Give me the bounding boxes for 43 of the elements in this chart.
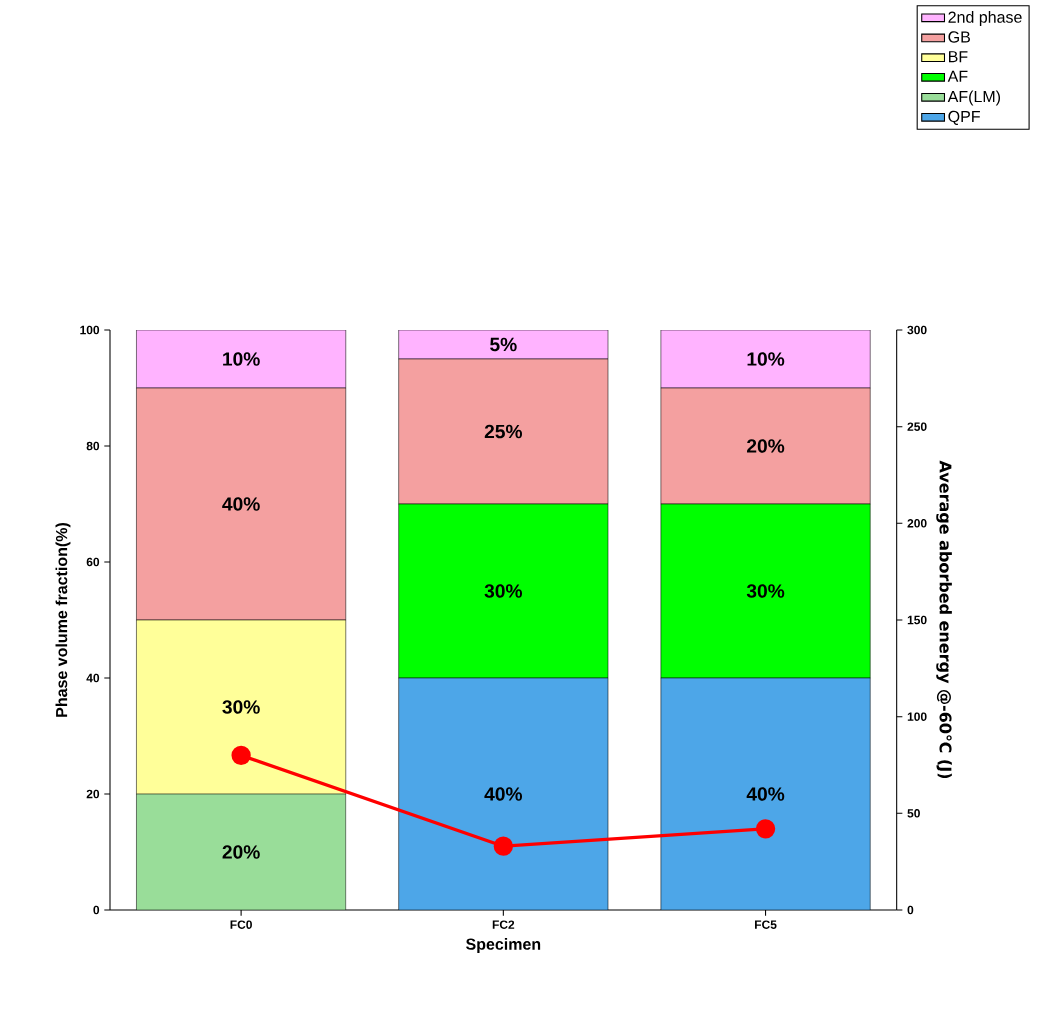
data-label: 30% bbox=[746, 584, 785, 598]
point bbox=[493, 836, 514, 856]
legend-label: BF bbox=[949, 51, 968, 63]
legend-label: GB bbox=[948, 31, 970, 43]
data-label: 30% bbox=[484, 584, 523, 598]
data-label: 20% bbox=[222, 845, 260, 859]
y2-axis-title: Average aborbed energy @-60℃ (J) bbox=[936, 460, 952, 779]
y-axis-title: Phase volume fraction(%) bbox=[55, 523, 71, 717]
x-axis-title: Specimen bbox=[466, 938, 541, 953]
y2-tick-label: 100 bbox=[907, 712, 927, 721]
data-label: 25% bbox=[484, 424, 523, 439]
data-label: 10% bbox=[747, 352, 785, 366]
y-tick-label: 100 bbox=[80, 325, 100, 335]
y2-tick-label: 150 bbox=[907, 615, 927, 625]
bar bbox=[398, 330, 609, 360]
x-tick-label: FC0 bbox=[230, 920, 252, 929]
legend-label: 2nd phase bbox=[948, 11, 1022, 26]
point bbox=[231, 745, 251, 765]
legend-label: AF(LM) bbox=[947, 90, 1001, 106]
y-tick-label: 0 bbox=[93, 905, 100, 915]
legend-label: AF bbox=[947, 70, 968, 82]
y-tick-label: 40 bbox=[86, 673, 100, 683]
data-label: 40% bbox=[484, 787, 523, 801]
y2-tick-label: 200 bbox=[907, 519, 927, 528]
data-label: 30% bbox=[222, 700, 260, 714]
y2-tick-label: 50 bbox=[907, 809, 920, 818]
point bbox=[755, 819, 776, 839]
y2-tick-label: 300 bbox=[907, 325, 927, 335]
y2-tick-label: 250 bbox=[907, 422, 927, 431]
x-tick-label: FC5 bbox=[755, 920, 777, 929]
data-label: 5% bbox=[490, 337, 517, 352]
bar bbox=[136, 330, 347, 389]
data-label: 40% bbox=[746, 787, 785, 801]
y-tick-label: 60 bbox=[86, 557, 100, 567]
data-label: 40% bbox=[222, 497, 260, 511]
y-tick-label: 80 bbox=[86, 441, 100, 451]
data-label: 10% bbox=[223, 352, 260, 366]
y2-tick-label: 0 bbox=[907, 905, 914, 915]
x-tick-label: FC2 bbox=[492, 920, 515, 929]
y-tick-label: 20 bbox=[86, 789, 100, 799]
legend-label: QPF bbox=[948, 110, 980, 125]
data-label: 20% bbox=[747, 439, 785, 453]
bar bbox=[660, 330, 871, 389]
